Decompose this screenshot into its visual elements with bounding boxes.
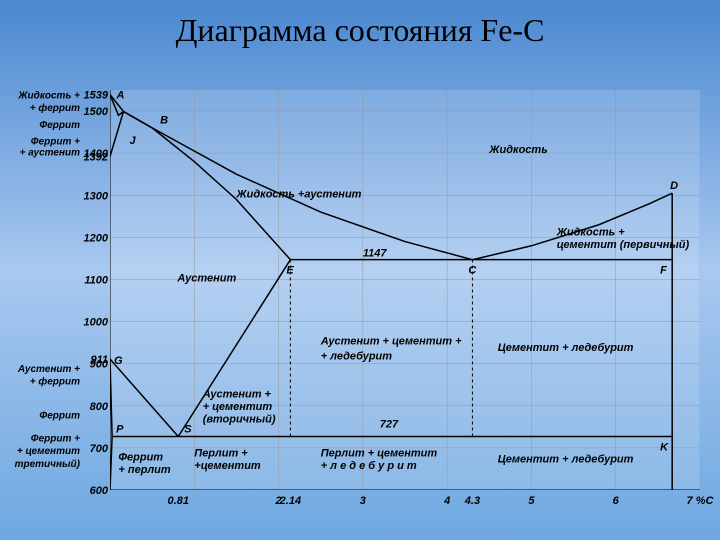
svg-text:Феррит: Феррит — [118, 452, 163, 464]
page-title: Диаграмма состояния Fe-C — [0, 0, 720, 49]
svg-text:+ ледебурит: + ледебурит — [321, 350, 393, 362]
svg-text:+ цементит: + цементит — [17, 446, 80, 457]
svg-text:Перлит + цементит: Перлит + цементит — [321, 447, 438, 459]
svg-text:Аустенит +: Аустенит + — [202, 388, 272, 400]
svg-text:+ феррит: + феррит — [30, 376, 80, 388]
svg-text:1000: 1000 — [84, 317, 109, 329]
svg-text:C: C — [468, 265, 477, 277]
svg-text:E: E — [286, 265, 294, 277]
svg-text:Жидкость +аустенит: Жидкость +аустенит — [235, 188, 361, 200]
svg-text:Перлит +: Перлит + — [194, 447, 248, 459]
svg-text:+цементит: +цементит — [194, 460, 261, 472]
svg-text:+ перлит: + перлит — [118, 464, 170, 476]
svg-text:S: S — [184, 424, 192, 436]
svg-text:(вторичный): (вторичный) — [203, 414, 276, 426]
svg-text:J: J — [129, 135, 136, 147]
svg-text:911: 911 — [90, 354, 108, 366]
grid — [110, 90, 700, 490]
svg-text:A: A — [116, 90, 125, 102]
svg-text:2.14: 2.14 — [279, 495, 301, 507]
svg-text:+ цементит: + цементит — [203, 401, 273, 413]
svg-text:+ аустенит: + аустенит — [19, 147, 80, 158]
svg-text:Феррит +: Феррит + — [31, 434, 80, 445]
svg-text:Феррит: Феррит — [39, 120, 80, 131]
svg-text:1100: 1100 — [84, 274, 109, 286]
y-axis-labels: 6007008009009111000110012001300139214001… — [0, 90, 115, 500]
svg-text:3: 3 — [360, 495, 366, 507]
svg-text:+ феррит: + феррит — [30, 102, 80, 114]
svg-text:Цементит + ледебурит: Цементит + ледебурит — [498, 342, 634, 354]
svg-text:Цементит + ледебурит: Цементит + ледебурит — [498, 454, 634, 466]
svg-text:5: 5 — [528, 495, 535, 507]
svg-text:0.81: 0.81 — [168, 495, 189, 507]
svg-text:1500: 1500 — [84, 106, 109, 118]
svg-text:B: B — [160, 114, 168, 126]
svg-text:800: 800 — [90, 401, 109, 413]
svg-text:1400: 1400 — [84, 148, 109, 160]
x-axis-labels: 0.8122.14344.3567 %C — [110, 490, 710, 520]
svg-text:G: G — [114, 355, 123, 367]
svg-text:600: 600 — [90, 485, 109, 497]
svg-text:+ л е д е б у р и т: + л е д е б у р и т — [321, 460, 417, 472]
svg-text:Феррит: Феррит — [39, 410, 80, 421]
svg-text:третичный): третичный) — [15, 459, 81, 470]
svg-text:цементит (первичный): цементит (первичный) — [557, 239, 690, 251]
svg-text:D: D — [670, 180, 678, 192]
svg-text:700: 700 — [90, 443, 109, 455]
svg-text:4.3: 4.3 — [464, 495, 480, 507]
svg-text:Аустенит: Аустенит — [176, 273, 236, 285]
svg-text:4: 4 — [443, 495, 450, 507]
svg-text:Жидкость +: Жидкость + — [556, 226, 625, 238]
svg-text:P: P — [116, 424, 124, 436]
svg-text:727: 727 — [380, 419, 399, 431]
svg-text:Аустенит +: Аустенит + — [17, 364, 80, 375]
svg-text:K: K — [660, 442, 669, 454]
phase-diagram-chart: Жидкость Жидкость +аустенит Жидкость +цеме… — [110, 90, 700, 490]
svg-text:Феррит +: Феррит + — [31, 137, 80, 148]
svg-text:1539: 1539 — [84, 90, 109, 102]
svg-text:Жидкость: Жидкость — [488, 144, 547, 156]
svg-text:F: F — [660, 265, 667, 277]
svg-text:Жидкость +: Жидкость + — [17, 90, 80, 101]
svg-text:6: 6 — [613, 495, 620, 507]
svg-text:7 %C: 7 %C — [687, 495, 715, 507]
svg-text:1300: 1300 — [84, 190, 109, 202]
region-labels: Жидкость Жидкость +аустенит Жидкость +цеме… — [118, 144, 689, 476]
svg-text:1147: 1147 — [363, 247, 388, 259]
svg-text:Аустенит + цементит +: Аустенит + цементит + — [320, 336, 462, 348]
svg-text:1200: 1200 — [84, 232, 109, 244]
